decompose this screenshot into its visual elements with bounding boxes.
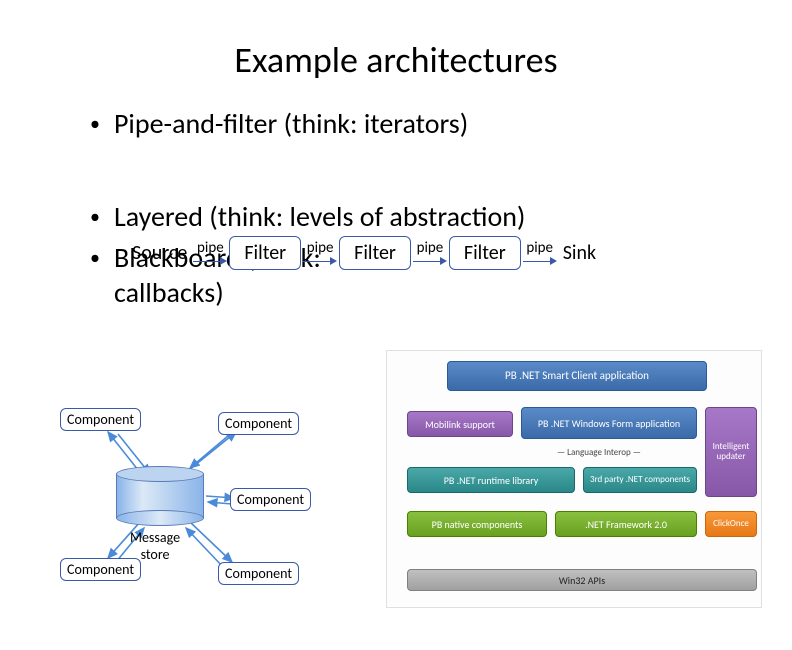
component-box-mr: Component <box>230 488 311 511</box>
message-store-cylinder <box>116 466 204 526</box>
layer-box: Win32 APIs <box>407 569 757 591</box>
layer-box: PB native components <box>407 511 547 537</box>
pipe-filter-diagram: Source pipe Filter pipe Filter pipe Filt… <box>128 236 600 270</box>
bullet-2: • Layered (think: levels of abstraction) <box>90 199 792 234</box>
message-store-label: Messagestore <box>130 530 180 564</box>
component-box-tl: Component <box>60 408 141 431</box>
filter-box-3: Filter <box>449 236 521 270</box>
bullet-dot: • <box>90 207 100 227</box>
component-box-bl: Component <box>60 558 141 581</box>
layer-box: Intelligent updater <box>705 407 757 497</box>
layered-diagram: — Language Interop — PB .NET Smart Clien… <box>386 350 762 608</box>
pipe-arrow-3: pipe <box>413 239 447 267</box>
blackboard-arrows <box>60 408 360 618</box>
interop-label: — Language Interop — <box>557 447 641 458</box>
bullet-2-text: Layered (think: levels of abstraction) <box>114 199 525 234</box>
layer-box: PB .NET Windows Form application <box>521 407 697 439</box>
pipe-source: Source <box>128 241 191 265</box>
layer-box: 3rd party .NET components <box>583 467 697 493</box>
component-box-tr: Component <box>218 412 299 435</box>
filter-box-1: Filter <box>229 236 301 270</box>
bullet-1: • Pipe-and-filter (think: iterators) <box>90 106 792 141</box>
bullet-1-text: Pipe-and-filter (think: iterators) <box>114 106 468 141</box>
pipe-arrow-1: pipe <box>193 239 227 267</box>
pipe-sink: Sink <box>559 241 600 265</box>
layer-box: ClickOnce <box>705 511 757 537</box>
blackboard-diagram: Component Component Component Component … <box>60 408 360 618</box>
bullet-dot: • <box>90 114 100 134</box>
layer-box: PB .NET Smart Client application <box>447 361 707 391</box>
component-box-br: Component <box>218 562 299 585</box>
bullet-dot: • <box>90 248 100 268</box>
bullet-3-line2: callbacks) <box>114 275 224 310</box>
filter-box-2: Filter <box>339 236 411 270</box>
pipe-arrow-4: pipe <box>523 239 557 267</box>
layer-box: Mobilink support <box>407 411 513 437</box>
layer-box: PB .NET runtime library <box>407 467 575 493</box>
slide-title: Example architectures <box>0 38 792 82</box>
layer-box: .NET Framework 2.0 <box>555 511 697 537</box>
pipe-arrow-2: pipe <box>303 239 337 267</box>
